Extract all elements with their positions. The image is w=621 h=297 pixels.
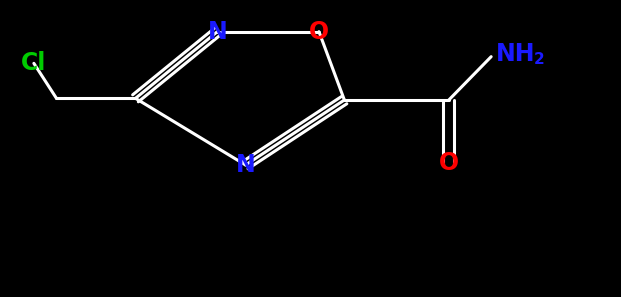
Text: N: N: [207, 20, 227, 44]
Text: O: O: [309, 20, 329, 44]
Text: 2: 2: [534, 52, 545, 67]
Text: O: O: [439, 151, 459, 175]
Text: NH: NH: [496, 42, 536, 66]
Text: N: N: [236, 153, 255, 177]
Text: Cl: Cl: [21, 51, 47, 75]
